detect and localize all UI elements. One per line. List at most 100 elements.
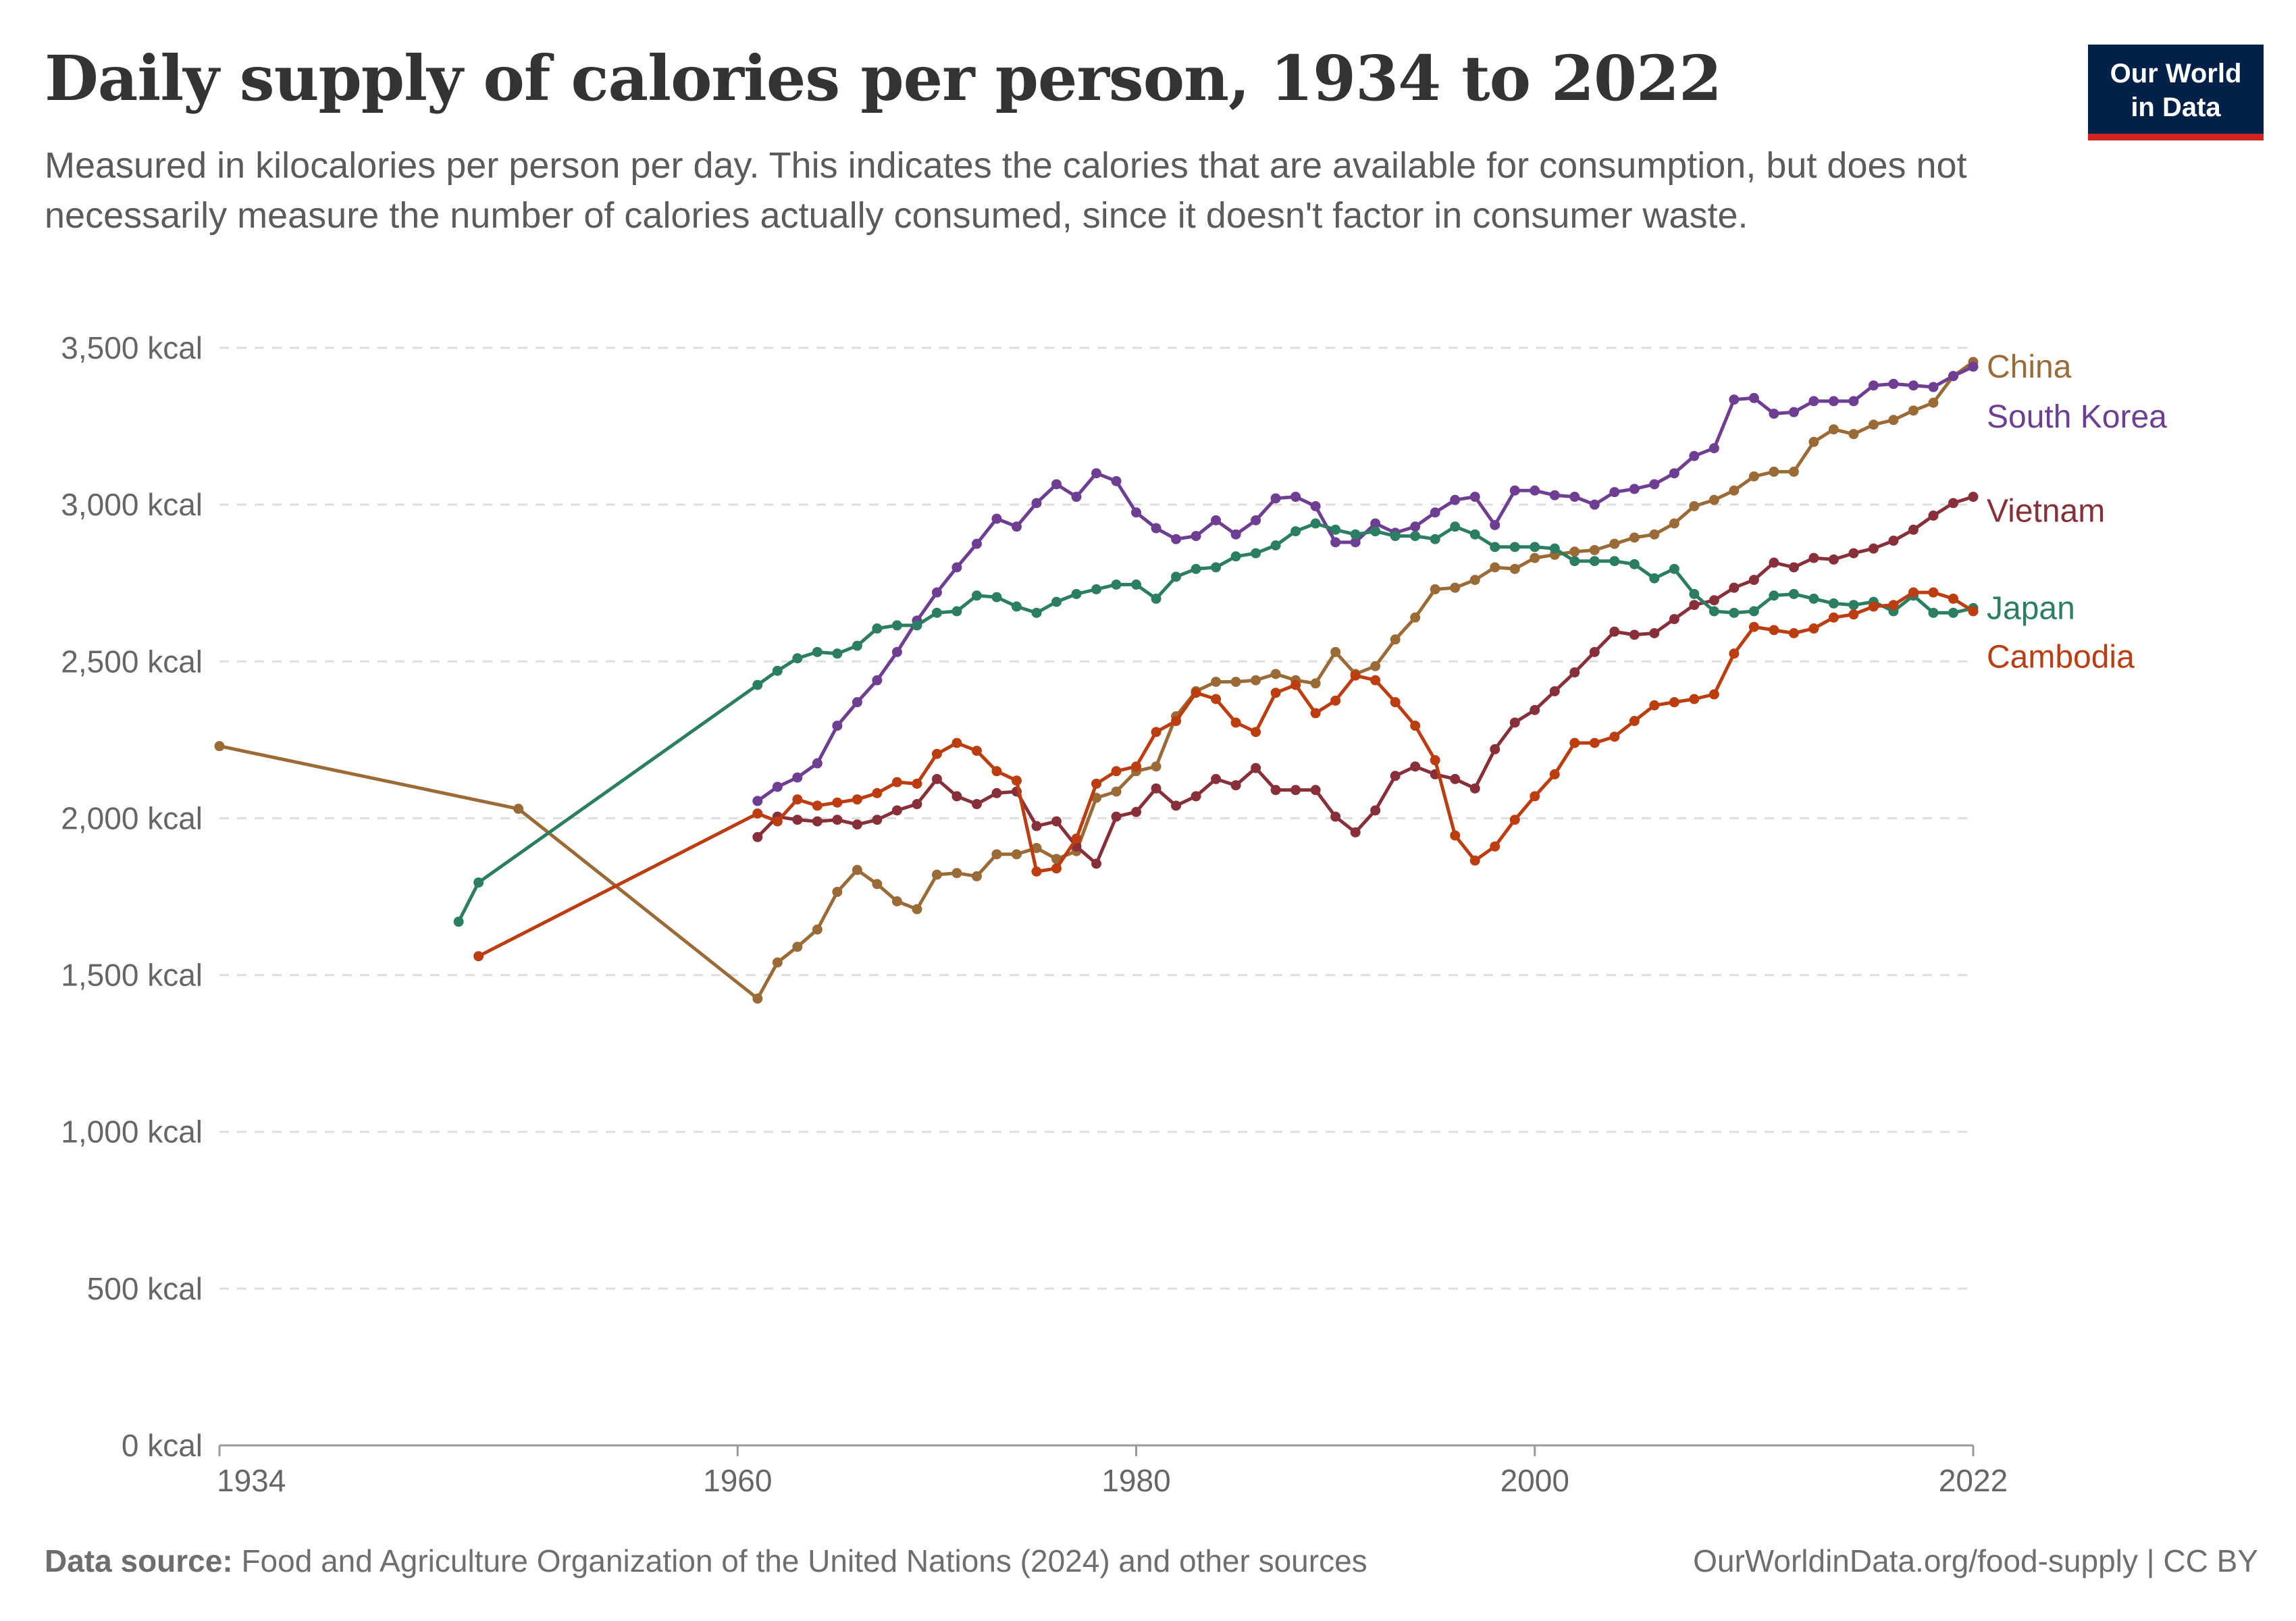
data-point	[1450, 830, 1461, 841]
data-point	[971, 590, 982, 601]
y-tick-label: 3,500 kcal	[61, 330, 203, 365]
data-point	[1390, 771, 1401, 781]
data-point	[1330, 537, 1341, 548]
data-point	[1868, 380, 1879, 391]
owid-logo[interactable]: Our World in Data	[2088, 45, 2264, 140]
data-point	[1211, 676, 1222, 687]
data-point	[1310, 785, 1321, 796]
series-china	[214, 357, 1979, 1004]
y-tick-label: 500 kcal	[87, 1271, 203, 1306]
data-point	[1091, 778, 1101, 789]
data-point	[1350, 537, 1361, 548]
data-point	[1310, 500, 1321, 511]
data-point	[1111, 580, 1122, 590]
data-point	[912, 904, 922, 915]
data-point	[1051, 596, 1062, 607]
data-point	[1649, 700, 1660, 711]
series-japan	[453, 518, 1979, 927]
data-point	[1788, 628, 1799, 638]
data-point	[1410, 521, 1421, 532]
data-point	[1649, 479, 1660, 490]
data-point	[1729, 485, 1740, 496]
data-point	[1251, 727, 1261, 738]
data-point	[832, 720, 843, 731]
data-point	[1051, 479, 1062, 490]
data-point	[1530, 485, 1540, 496]
x-tick-label: 2022	[1939, 1463, 2008, 1498]
data-point	[1569, 667, 1580, 678]
data-point	[1410, 531, 1421, 542]
data-point	[1769, 590, 1779, 601]
data-point	[1230, 676, 1241, 687]
x-tick-label: 1934	[217, 1463, 286, 1498]
data-point	[1649, 628, 1660, 638]
data-point	[812, 924, 823, 935]
data-point	[1051, 863, 1062, 874]
data-point	[1589, 556, 1600, 567]
data-point	[1151, 761, 1162, 772]
series-label: China	[1987, 349, 2072, 385]
series-line	[756, 365, 1975, 802]
data-point	[1928, 607, 1939, 618]
data-point	[1828, 396, 1839, 407]
data-point	[1469, 855, 1480, 866]
data-point	[931, 587, 942, 598]
source-url[interactable]: OurWorldinData.org/food-supply | CC BY	[1693, 1543, 2258, 1578]
data-point	[214, 741, 225, 752]
data-point	[1848, 548, 1859, 559]
data-point	[1390, 531, 1401, 542]
data-point	[1888, 378, 1899, 389]
data-point	[1868, 543, 1879, 554]
data-point	[1908, 405, 1919, 416]
data-point	[1191, 563, 1201, 574]
data-point	[1808, 623, 1819, 634]
data-point	[1748, 471, 1759, 482]
data-point	[1569, 492, 1580, 503]
data-point	[852, 794, 862, 805]
y-tick-label: 2,500 kcal	[61, 644, 203, 679]
data-point	[1251, 515, 1261, 525]
data-point	[951, 738, 962, 748]
data-point	[1708, 494, 1719, 505]
data-point	[1071, 833, 1082, 844]
data-point	[1808, 552, 1819, 563]
data-point	[872, 788, 883, 798]
data-point	[1669, 614, 1679, 625]
data-point	[1589, 738, 1600, 748]
y-tick-label: 3,000 kcal	[61, 487, 203, 522]
data-point	[1270, 785, 1281, 796]
logo-accent-bar	[2088, 134, 2264, 140]
data-point	[1530, 542, 1540, 552]
data-point	[1928, 382, 1939, 392]
y-tick-label: 1,000 kcal	[61, 1114, 203, 1150]
data-point	[772, 957, 783, 968]
data-point	[1011, 521, 1022, 532]
data-point	[1111, 811, 1122, 822]
data-point	[1589, 499, 1600, 510]
data-point	[891, 646, 902, 657]
series-label: Vietnam	[1987, 493, 2105, 529]
data-point	[852, 819, 862, 830]
data-point	[1928, 397, 1939, 408]
data-point	[891, 620, 902, 631]
data-point	[1788, 466, 1799, 477]
data-point	[1689, 694, 1700, 704]
data-point	[1171, 534, 1182, 544]
data-point	[1270, 540, 1281, 550]
y-tick-label: 2,000 kcal	[61, 800, 203, 835]
data-point	[1111, 475, 1122, 486]
data-point	[991, 849, 1002, 860]
data-point	[1948, 371, 1958, 382]
data-point	[752, 831, 763, 842]
series-south-korea	[752, 361, 1979, 806]
data-point	[1729, 607, 1740, 618]
x-tick-label: 1960	[703, 1463, 772, 1498]
data-point	[1310, 708, 1321, 719]
data-point	[1330, 646, 1341, 657]
data-point	[1031, 498, 1042, 509]
data-point	[852, 697, 862, 708]
data-point	[1370, 661, 1381, 671]
data-point	[891, 777, 902, 788]
data-point	[1011, 775, 1022, 786]
data-point	[1569, 738, 1580, 748]
